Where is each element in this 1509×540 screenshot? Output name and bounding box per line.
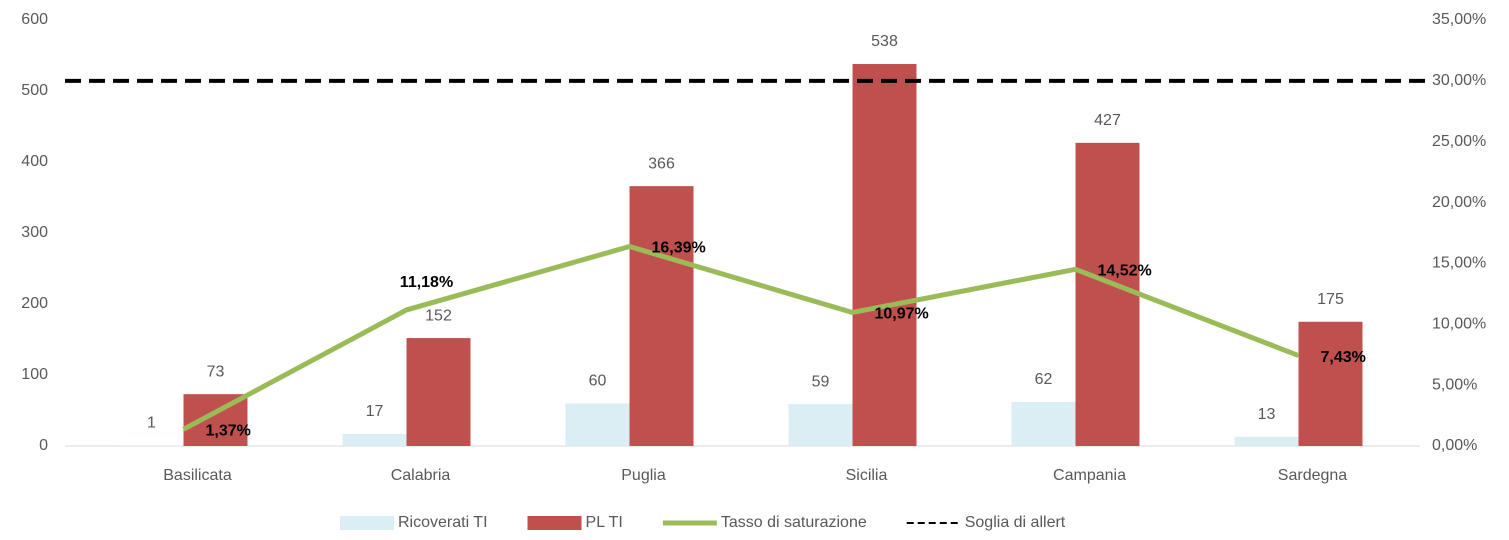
bar xyxy=(1075,142,1140,446)
bar xyxy=(629,186,694,446)
line-value-label: 7,43% xyxy=(1321,349,1366,366)
legend-label: PL TI xyxy=(586,514,623,531)
y-tick-label: 300 xyxy=(21,224,48,241)
bar xyxy=(852,64,917,447)
bar-value-label: 62 xyxy=(1035,371,1053,388)
bar-value-label: 427 xyxy=(1094,112,1121,129)
bar xyxy=(1234,436,1299,446)
y-tick-label: 400 xyxy=(21,153,48,170)
bar xyxy=(1298,321,1363,446)
bar xyxy=(342,433,407,446)
y2-tick-label: 15,00% xyxy=(1432,255,1486,272)
bar-value-label: 13 xyxy=(1258,406,1276,423)
x-tick-label: Sardegna xyxy=(1278,467,1347,484)
line-value-label: 10,97% xyxy=(875,306,929,323)
y2-tick-label: 30,00% xyxy=(1432,72,1486,89)
bar-value-label: 152 xyxy=(425,307,452,324)
line xyxy=(182,244,1300,432)
y2-tick-label: 25,00% xyxy=(1432,133,1486,150)
y-tick-label: 0 xyxy=(39,437,48,454)
x-tick-label: Basilicata xyxy=(163,467,232,484)
legend-label: Tasso di saturazione xyxy=(721,514,867,531)
bar-value-label: 1 xyxy=(147,415,156,432)
x-tick-label: Calabria xyxy=(391,467,451,484)
y-tick-label: 500 xyxy=(21,82,48,99)
bar-value-label: 175 xyxy=(1317,291,1344,308)
bar-value-label: 366 xyxy=(648,155,675,172)
bar-value-label: 59 xyxy=(812,373,830,390)
y2-tick-label: 5,00% xyxy=(1432,376,1477,393)
x-tick-label: Sicilia xyxy=(846,467,888,484)
line-value-label: 1,37% xyxy=(206,423,251,440)
bar-value-label: 60 xyxy=(589,373,607,390)
bar xyxy=(119,445,184,446)
bar xyxy=(565,403,630,446)
y-tick-label: 100 xyxy=(21,366,48,383)
y2-tick-label: 35,00% xyxy=(1432,11,1486,28)
y-tick-label: 600 xyxy=(21,11,48,28)
bar-value-label: 538 xyxy=(871,33,898,50)
bar xyxy=(406,338,471,446)
x-tick-label: Campania xyxy=(1053,467,1126,484)
bar-value-label: 73 xyxy=(207,363,225,380)
legend-swatch xyxy=(340,516,394,530)
line-value-label: 11,18% xyxy=(400,274,453,291)
bar xyxy=(788,404,853,446)
y2-tick-label: 0,00% xyxy=(1432,437,1477,454)
legend-swatch xyxy=(527,516,582,530)
bar xyxy=(1011,401,1076,446)
line-value-label: 16,39% xyxy=(652,240,706,257)
y-tick-label: 200 xyxy=(21,295,48,312)
x-tick-label: Puglia xyxy=(621,467,666,484)
legend-label: Ricoverati TI xyxy=(398,514,488,531)
bar-value-label: 17 xyxy=(366,403,384,420)
y2-tick-label: 20,00% xyxy=(1432,194,1486,211)
y2-tick-label: 10,00% xyxy=(1432,316,1486,333)
legend-label: Soglia di allert xyxy=(965,514,1066,531)
line-value-label: 14,52% xyxy=(1098,262,1152,279)
